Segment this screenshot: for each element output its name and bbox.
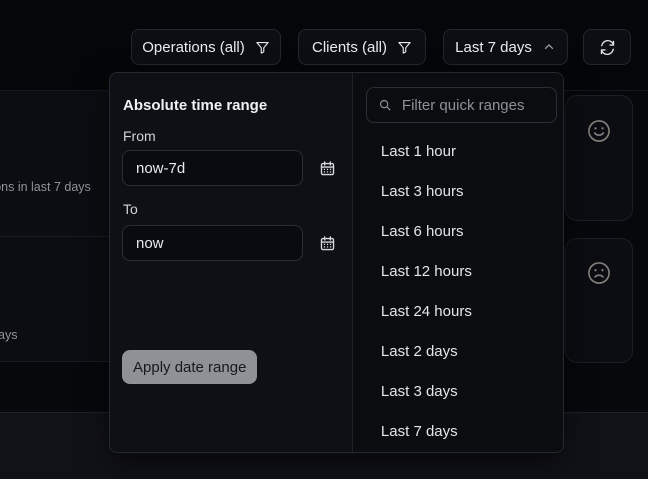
chevron-up-icon (542, 40, 556, 54)
quick-range-item-last-6-hours[interactable]: Last 6 hours (380, 222, 464, 240)
to-calendar-button[interactable] (315, 231, 339, 255)
refresh-button[interactable] (583, 29, 631, 65)
frown-face-icon (586, 260, 612, 291)
quick-range-item-last-24-hours[interactable]: Last 24 hours (380, 302, 472, 320)
refresh-icon (599, 39, 616, 56)
quick-range-item-last-3-hours[interactable]: Last 3 hours (380, 182, 464, 200)
time-range-picker-button[interactable]: Last 7 days (443, 29, 568, 65)
quick-range-item-last-1-hour[interactable]: Last 1 hour (380, 142, 456, 160)
to-label: To (123, 201, 138, 217)
from-input[interactable] (122, 150, 303, 186)
time-range-picker-panel: Absolute time range From To (109, 72, 564, 453)
absolute-time-range-section: Absolute time range From To (110, 73, 352, 452)
divider (0, 361, 109, 362)
quick-ranges-list: Last 1 hour Last 3 hours Last 6 hours La… (353, 131, 563, 451)
operations-filter-button[interactable]: Operations (all) (131, 29, 281, 65)
clients-filter-button[interactable]: Clients (all) (298, 29, 426, 65)
calendar-icon (319, 235, 336, 252)
background-card (565, 95, 633, 221)
funnel-icon (255, 40, 270, 55)
from-label: From (123, 128, 156, 144)
background-card-caption: ations in last 7 days (0, 180, 91, 194)
to-input[interactable] (122, 225, 303, 261)
funnel-icon (397, 40, 412, 55)
search-icon (378, 98, 392, 112)
divider (0, 236, 109, 237)
background-card-caption: ays (0, 328, 18, 342)
filter-quick-ranges-input[interactable] (399, 95, 545, 115)
background-card (565, 238, 633, 363)
quick-ranges-search (365, 87, 557, 123)
background-left-cards (0, 91, 109, 362)
absolute-range-heading: Absolute time range (123, 97, 268, 114)
quick-range-item-last-3-days[interactable]: Last 3 days (380, 382, 458, 400)
quick-range-item-last-12-hours[interactable]: Last 12 hours (380, 262, 472, 280)
time-range-label: Last 7 days (455, 38, 532, 56)
clients-filter-label: Clients (all) (311, 38, 387, 56)
apply-date-range-button[interactable]: Apply date range (122, 350, 258, 384)
quick-range-item-last-7-days[interactable]: Last 7 days (380, 422, 458, 440)
calendar-icon (319, 160, 336, 177)
quick-ranges-section: Last 1 hour Last 3 hours Last 6 hours La… (351, 73, 563, 452)
background-left-text-clip: ations in last 7 days ays (0, 91, 109, 362)
quick-range-item-last-2-days[interactable]: Last 2 days (380, 342, 458, 360)
smiley-face-icon (586, 118, 612, 149)
operations-filter-label: Operations (all) (142, 38, 245, 56)
from-calendar-button[interactable] (315, 156, 339, 180)
